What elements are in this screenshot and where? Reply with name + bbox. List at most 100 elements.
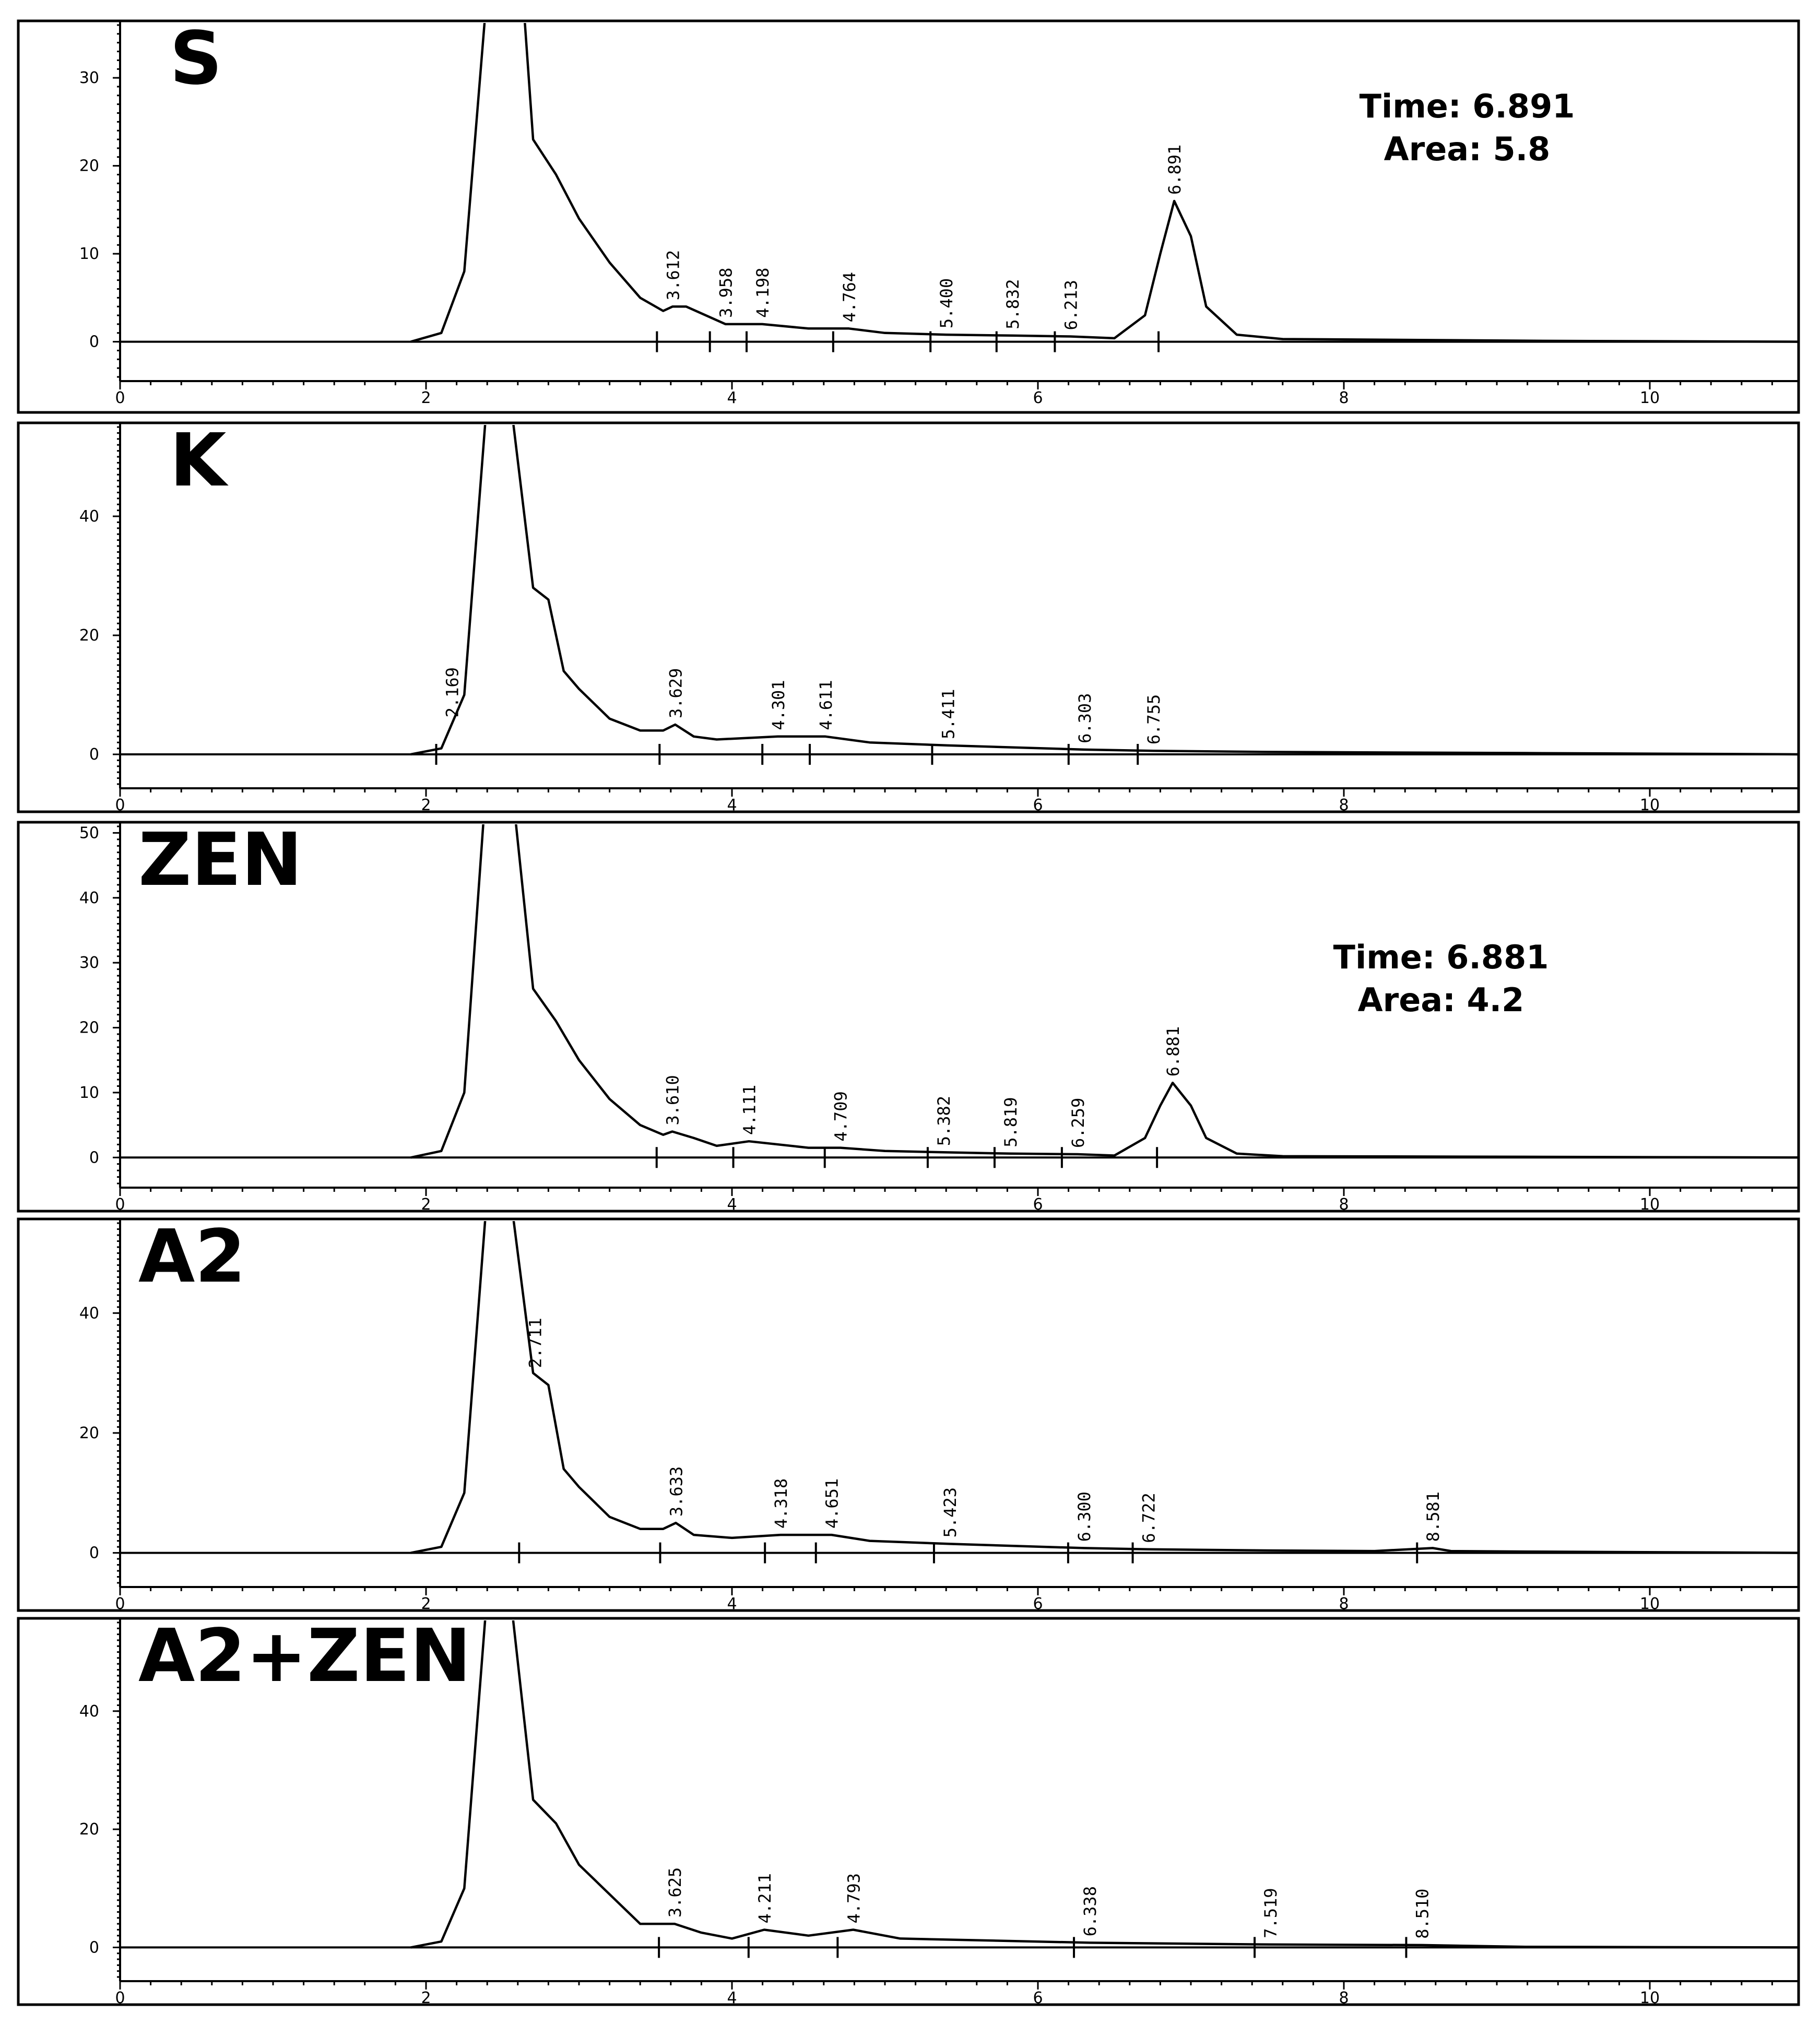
panel-label: A2 (138, 1214, 246, 1299)
y-tick-label: 10 (79, 245, 99, 263)
y-tick-label: 20 (79, 626, 99, 645)
x-tick-label: 6 (1033, 1989, 1043, 2007)
x-tick-label: 8 (1339, 796, 1349, 814)
y-tick-label: 10 (79, 1084, 99, 1102)
peak-label: 4.318 (771, 1478, 791, 1529)
chromatogram-trace (410, 1620, 1799, 1949)
chromatogram-trace (410, 1221, 1799, 1554)
peak-label: 5.382 (934, 1096, 954, 1146)
chromatogram-panel: 0 20 40 0 2 4 6 8 10 2.711 3.633 4.318 4.651 5.423 6.3… (17, 1214, 1800, 1613)
panel-frame (17, 821, 1800, 1213)
peak-label: 6.755 (1144, 694, 1164, 744)
peak-label: 4.211 (755, 1873, 775, 1923)
x-tick-label: 2 (421, 389, 431, 407)
x-tick-label: 2 (421, 1195, 431, 1214)
x-tick-label: 4 (727, 1195, 737, 1214)
peak-label: 7.519 (1261, 1888, 1281, 1938)
y-tick-label: 0 (89, 1938, 99, 1957)
peak-label: 3.958 (716, 268, 736, 318)
y-tick-label: 0 (89, 1544, 99, 1562)
x-tick-label: 6 (1033, 1595, 1043, 1613)
x-tick-label: 8 (1339, 1989, 1349, 2007)
x-tick-label: 8 (1339, 1595, 1349, 1613)
peak-label: 2.711 (525, 1318, 545, 1368)
peak-label: 4.198 (753, 268, 773, 318)
y-tick-label: 30 (79, 69, 99, 87)
peak-annotation: Time: 6.891 (1360, 87, 1575, 125)
x-tick-label: 0 (115, 1195, 125, 1214)
chromatogram-panel: 0 10 20 30 0 2 4 6 8 10 3.612 3.958 4.198 4.764 5.400 5… (17, 16, 1800, 414)
peak-label: 5.411 (938, 689, 958, 739)
y-tick-label: 0 (89, 1148, 99, 1167)
peak-label: 6.300 (1074, 1491, 1094, 1542)
panel-label: S (170, 16, 222, 101)
peak-label: 8.581 (1423, 1491, 1443, 1542)
y-tick-label: 0 (89, 333, 99, 351)
x-tick-label: 8 (1339, 389, 1349, 407)
peak-label: 3.625 (665, 1867, 685, 1917)
x-tick-label: 10 (1640, 389, 1660, 407)
peak-label: 4.764 (840, 272, 859, 322)
panel-frame (17, 1617, 1800, 2006)
chromatogram-panel: 0 10 20 30 40 50 0 2 4 6 8 10 3.610 4.111 4.709 5.382 5.… (17, 818, 1800, 1214)
x-tick-label: 4 (727, 1595, 737, 1613)
x-tick-label: 0 (115, 1989, 125, 2007)
x-tick-label: 10 (1640, 1195, 1660, 1214)
x-tick-label: 4 (727, 1989, 737, 2007)
y-tick-label: 20 (79, 157, 99, 175)
peak-label: 4.111 (740, 1085, 760, 1135)
panel-frame (17, 19, 1800, 414)
peak-label: 4.651 (822, 1478, 842, 1529)
peak-label: 3.633 (666, 1466, 686, 1517)
peak-label: 6.722 (1139, 1493, 1159, 1543)
chromatogram-trace (410, 425, 1799, 756)
x-tick-label: 4 (727, 389, 737, 407)
peak-label: 6.891 (1165, 145, 1185, 195)
peak-label: 6.259 (1068, 1098, 1088, 1148)
x-tick-label: 10 (1640, 1595, 1660, 1613)
x-tick-label: 10 (1640, 1989, 1660, 2007)
x-tick-label: 8 (1339, 1195, 1349, 1214)
peak-label: 6.303 (1075, 693, 1095, 743)
panel-frame (17, 421, 1800, 813)
y-tick-label: 20 (79, 1019, 99, 1037)
x-tick-label: 4 (727, 796, 737, 814)
x-tick-label: 10 (1640, 796, 1660, 814)
panel-label: ZEN (138, 818, 302, 903)
peak-label: 6.213 (1061, 280, 1081, 330)
peak-label: 5.819 (1001, 1097, 1021, 1147)
peak-annotation: Area: 4.2 (1358, 981, 1524, 1019)
peak-label: 3.629 (666, 668, 686, 718)
y-tick-label: 40 (79, 1702, 99, 1721)
x-tick-label: 0 (115, 389, 125, 407)
x-tick-label: 6 (1033, 796, 1043, 814)
peak-label: 5.423 (940, 1487, 960, 1537)
panel-label: K (170, 418, 229, 503)
x-tick-label: 2 (421, 1595, 431, 1613)
y-tick-label: 40 (79, 889, 99, 907)
y-tick-label: 20 (79, 1424, 99, 1442)
chromatogram-panel: 0 20 40 0 2 4 6 8 10 3.625 4.211 4.793 6.338 7.519 8.5… (17, 1614, 1800, 2007)
x-tick-label: 0 (115, 796, 125, 814)
peak-label: 3.612 (663, 250, 683, 300)
y-tick-label: 30 (79, 954, 99, 972)
peak-annotation: Area: 5.8 (1384, 130, 1551, 168)
x-tick-label: 2 (421, 796, 431, 814)
x-tick-label: 6 (1033, 1195, 1043, 1214)
peak-label: 4.611 (816, 680, 836, 730)
y-tick-label: 50 (79, 824, 99, 842)
y-tick-label: 40 (79, 507, 99, 526)
peak-label: 4.793 (844, 1873, 864, 1923)
peak-label: 6.881 (1163, 1026, 1183, 1076)
peak-label: 4.301 (769, 680, 788, 730)
peak-annotation: Time: 6.881 (1333, 938, 1549, 976)
chromatogram-trace (410, 824, 1799, 1159)
chromatogram-trace (410, 23, 1799, 343)
peak-label: 5.400 (937, 278, 956, 328)
peak-label: 6.338 (1080, 1886, 1100, 1936)
y-tick-label: 20 (79, 1820, 99, 1839)
peak-label: 3.610 (663, 1075, 683, 1125)
peak-label: 2.169 (443, 667, 463, 717)
peak-label: 8.510 (1412, 1889, 1432, 1939)
